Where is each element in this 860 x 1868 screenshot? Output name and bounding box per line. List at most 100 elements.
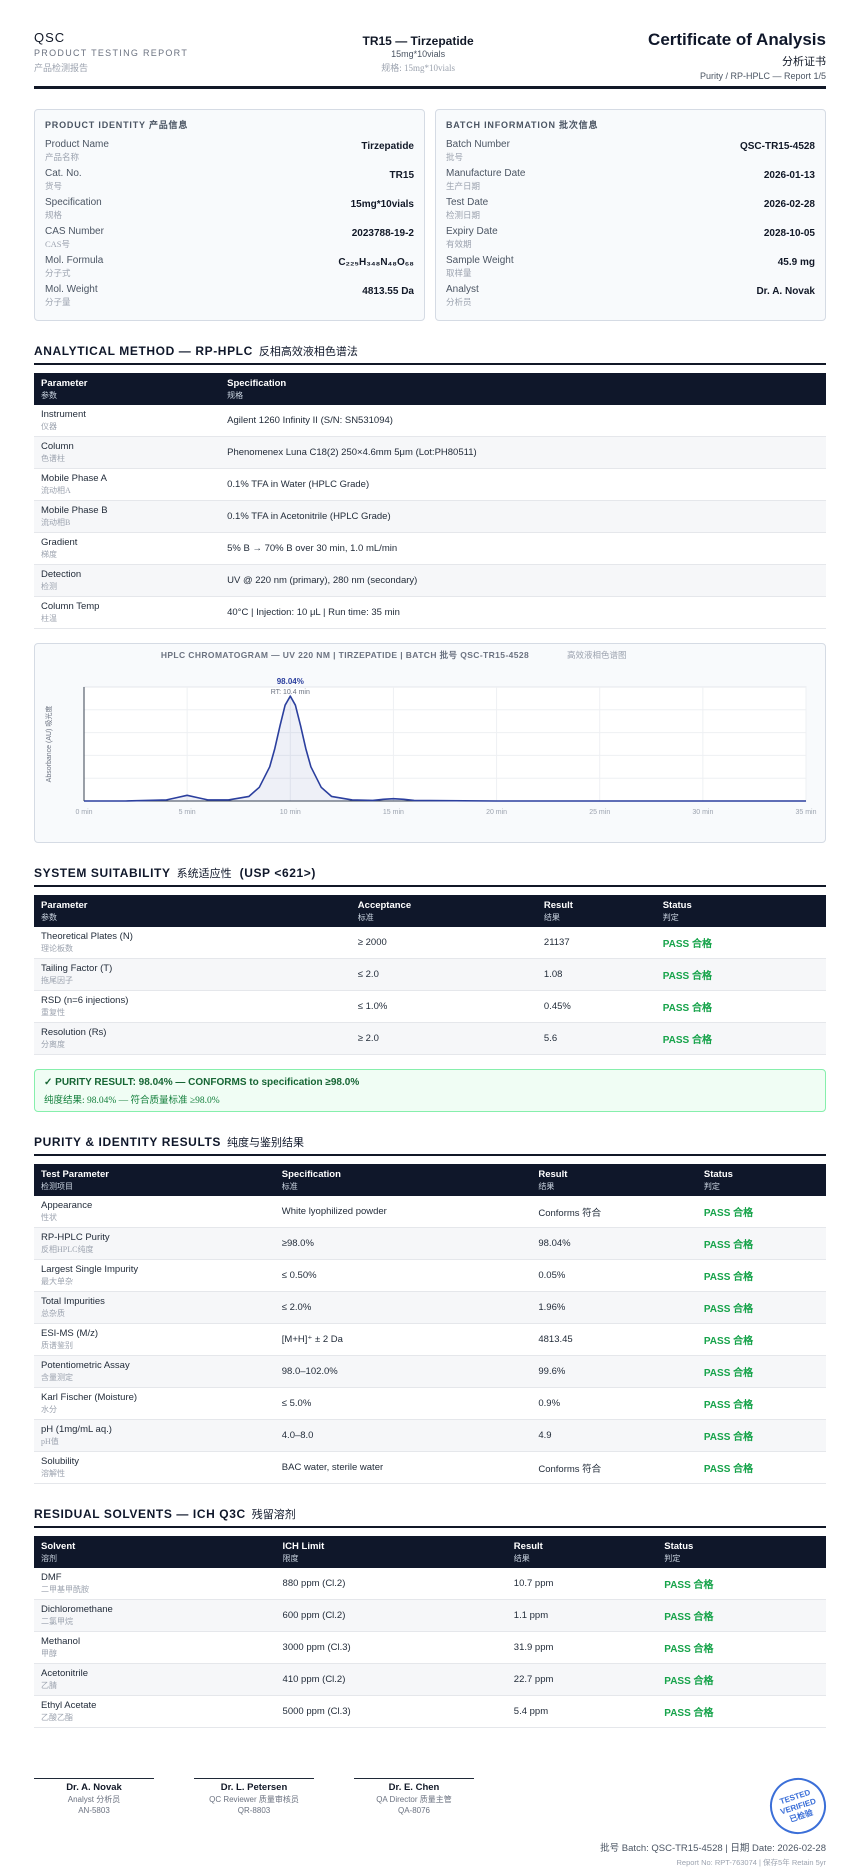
info-label-cn: 产品名称 <box>45 152 80 162</box>
signature: Dr. A. Novak Analyst 分析员 AN-5803 <box>34 1778 154 1815</box>
cell: 98.0–102.0% <box>281 1366 338 1377</box>
header-cell: ICH Limit 限度 <box>276 1541 507 1564</box>
row-name: ESI-MS (M/z) <box>41 1328 98 1339</box>
row-name-cn: 溶解性 <box>41 1469 65 1478</box>
cell: ≥ 2.0 <box>357 1033 379 1044</box>
heading-text: PURITY & IDENTITY RESULTS <box>34 1135 222 1149</box>
signatures: Dr. A. Novak Analyst 分析员 AN-5803 Dr. L. Pet… <box>34 1778 826 1815</box>
table-header: Solvent 溶剂 ICH Limit 限度 Result 结果 Status 判定 <box>34 1536 826 1568</box>
row-name-cn: 甲醇 <box>41 1649 57 1658</box>
header-cn: 判定 <box>662 912 679 922</box>
row-name: Methanol <box>41 1636 81 1647</box>
row-name-cell: Tailing Factor (T) 拖尾因子 <box>34 963 351 986</box>
row-name-cn: 总杂质 <box>41 1309 65 1318</box>
cell: 10.7 ppm <box>513 1578 554 1589</box>
header-right: Certificate of Analysis 分析证书 Purity / RP… <box>648 30 826 86</box>
table-row: Resolution (Rs) 分离度 ≥ 2.0 5.6 PASS 合格 <box>34 1023 826 1055</box>
table-row: Methanol 甲醇 3000 ppm (Cl.3) 31.9 ppm PASS 合格 <box>34 1632 826 1664</box>
row-name-cell: Appearance 性状 <box>34 1200 275 1223</box>
info-row: Expiry Date 有效期 2028-10-05 <box>446 226 815 255</box>
header-cell: Result 结果 <box>531 1169 697 1192</box>
cell: 5% B → 70% B over 30 min, 1.0 mL/min <box>227 543 398 554</box>
line <box>84 695 806 802</box>
info-label-cn: 检测日期 <box>446 210 481 220</box>
status: PASS 合格 <box>703 1464 754 1475</box>
row-name-cn: 检测 <box>41 582 57 591</box>
info-label: Test Date <box>446 197 489 208</box>
info-value: TR15 <box>389 170 414 181</box>
status: PASS 合格 <box>664 1580 714 1591</box>
section-heading: ANALYTICAL METHOD — RP-HPLC 反相高效液相色谱法 <box>34 343 826 365</box>
signer-name: Dr. L. Petersen <box>220 1782 288 1793</box>
header-cell: Acceptance 标准 <box>351 900 537 923</box>
header: QSC PRODUCT TESTING REPORT 产品检测报告 TR15 —… <box>34 0 826 89</box>
heading-text: ANALYTICAL METHOD — RP-HPLC <box>34 344 253 358</box>
status: PASS 合格 <box>703 1240 754 1251</box>
header-cn: 判定 <box>664 1553 681 1563</box>
signature: Dr. L. Petersen QC Reviewer 质量审核员 QR-8803 <box>194 1778 314 1815</box>
status: PASS 合格 <box>703 1304 754 1315</box>
table: Parameter 参数 Specification 规格 Instrument 仪器 Ag… <box>34 373 826 629</box>
x-tick-label: 35 min <box>795 809 816 816</box>
info-value: C₂₂₅H₃₄₈N₄₈O₆₈ <box>338 257 414 268</box>
cell: 1.96% <box>538 1302 566 1313</box>
row-name-cell: Largest Single Impurity 最大单杂 <box>34 1264 275 1287</box>
info-value: 2023788-19-2 <box>351 228 414 239</box>
header-cell: Parameter 参数 <box>34 378 220 401</box>
info-value: 2026-02-28 <box>763 199 815 210</box>
table-row: Tailing Factor (T) 拖尾因子 ≤ 2.0 1.08 PASS 合格 <box>34 959 826 991</box>
footer-report: Report No: RPT-763074 | 保存5年 Retain 5yr <box>676 1858 826 1867</box>
purity-result-cn: 纯度结果: 98.04% — 符合质量标准 ≥98.0% <box>44 1096 220 1106</box>
cell: 0.45% <box>543 1001 571 1012</box>
row-name-cn: 流动相A <box>41 486 71 495</box>
header-en: Specification <box>227 377 287 389</box>
info-label-group: CAS Number CAS号 <box>45 226 104 250</box>
cell: 4.9 <box>538 1430 552 1441</box>
info-value: 15mg*10vials <box>350 199 414 210</box>
info-row: Batch Number 批号 QSC-TR15-4528 <box>446 139 815 168</box>
status: PASS 合格 <box>662 971 712 982</box>
subtitle: PRODUCT TESTING REPORT <box>34 48 189 58</box>
info-boxes: PRODUCT IDENTITY 产品信息 Product Name 产品名称 Tir… <box>34 109 826 321</box>
header-cell: Result 结果 <box>507 1541 657 1564</box>
info-label: Batch Number <box>446 139 510 150</box>
header-en: Parameter <box>41 899 88 911</box>
table-row: Appearance 性状 White lyophilized powder Conf… <box>34 1196 826 1228</box>
header-en: Solvent <box>41 1540 76 1552</box>
status: PASS 合格 <box>664 1644 714 1655</box>
table-row: Acetonitrile 乙腈 410 ppm (Cl.2) 22.7 ppm PASS… <box>34 1664 826 1696</box>
table-row: Total Impurities 总杂质 ≤ 2.0% 1.96% PASS 合格 <box>34 1292 826 1324</box>
info-label-group: Cat. No. 货号 <box>45 168 82 192</box>
cell: 410 ppm (Cl.2) <box>282 1674 346 1685</box>
header-en: Specification <box>281 1168 341 1180</box>
status: PASS 合格 <box>664 1708 714 1719</box>
table-header: Test Parameter 检测项目 Specification 标准 Result 结… <box>34 1164 826 1196</box>
signer-role: QC Reviewer 质量审核员 <box>209 1795 299 1804</box>
row-name-cn: 二甲基甲酰胺 <box>41 1585 89 1594</box>
cell: 4.0–8.0 <box>281 1430 314 1441</box>
cell: ≤ 0.50% <box>281 1270 317 1281</box>
row-name-cn: 反相HPLC纯度 <box>41 1245 94 1254</box>
info-value: 2026-01-13 <box>763 170 815 181</box>
cell: ≤ 2.0 <box>357 969 379 980</box>
table-row: Ethyl Acetate 乙酸乙酯 5000 ppm (Cl.3) 5.4 ppm P… <box>34 1696 826 1728</box>
info-row: Analyst 分析员 Dr. A. Novak <box>446 284 815 313</box>
row-name-cn: 水分 <box>41 1405 57 1414</box>
status: PASS 合格 <box>664 1676 714 1687</box>
analytical-method: ANALYTICAL METHOD — RP-HPLC 反相高效液相色谱法 Para… <box>34 343 826 629</box>
row-name-cn: 含量测定 <box>41 1373 73 1382</box>
header-cn: 参数 <box>41 912 57 922</box>
info-label-group: Manufacture Date 生产日期 <box>446 168 526 192</box>
x-tick-label: 25 min <box>589 809 610 816</box>
heading-text: RESIDUAL SOLVENTS — ICH Q3C <box>34 1507 246 1521</box>
x-tick-label: 20 min <box>486 809 507 816</box>
table-row: Potentiometric Assay 含量测定 98.0–102.0% 99.6%… <box>34 1356 826 1388</box>
header-cn: 结果 <box>543 912 560 922</box>
header-cn: 判定 <box>703 1181 720 1191</box>
status: PASS 合格 <box>662 939 712 950</box>
chromatogram: HPLC CHROMATOGRAM — UV 220 NM | TIRZEPAT… <box>34 643 826 843</box>
header-en: Status <box>662 899 692 911</box>
peak-rt: RT: 10.4 min <box>271 689 310 696</box>
row-name-cn: 梯度 <box>41 550 57 559</box>
status: PASS 合格 <box>664 1612 714 1623</box>
